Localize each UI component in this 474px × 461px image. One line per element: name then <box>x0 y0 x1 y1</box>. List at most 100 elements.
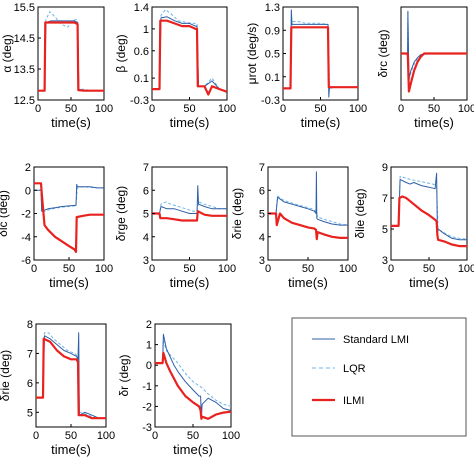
x-axis-label: time(s) <box>301 115 341 130</box>
x-tick-label: 50 <box>314 103 326 115</box>
y-axis-label: α (deg) <box>0 34 14 72</box>
x-tick-label: 50 <box>428 103 440 115</box>
y-tick-label: -2 <box>21 209 31 221</box>
x-tick-label: 0 <box>280 103 286 115</box>
y-tick-label: -1 <box>142 381 152 393</box>
plot-frame <box>33 166 105 261</box>
x-tick-label: 50 <box>183 103 195 115</box>
x-tick-label: 100 <box>349 103 367 115</box>
y-tick-label: 6 <box>27 378 33 390</box>
y-tick-label: 1 <box>143 24 149 36</box>
series-line-ilmi <box>34 182 104 253</box>
series-line-lqr <box>268 195 348 226</box>
series-line-ilmi <box>152 210 227 222</box>
series-line-standard-lmi <box>36 332 106 419</box>
y-tick-label: 7 <box>382 193 388 205</box>
y-tick-label: 7 <box>259 162 265 174</box>
x-tick-label: 50 <box>63 263 75 275</box>
y-tick-label: -0.3 <box>130 95 149 107</box>
y-tick-label: 0.1 <box>134 73 149 85</box>
series-group <box>152 185 227 222</box>
panel-delta_rie: 0 50 100 3 4 5 6 7 time(s) δrie (deg) <box>230 162 357 290</box>
x-tick-label: 100 <box>95 103 113 115</box>
y-axis-label: δrc (deg) <box>376 29 390 77</box>
y-tick-label: 1 <box>146 340 152 352</box>
x-axis-label: time(s) <box>170 275 210 290</box>
series-line-standard-lmi <box>155 333 231 420</box>
y-tick-label: 0.5 <box>265 49 280 61</box>
series-line-lqr <box>391 175 467 240</box>
panel-delta_rc: 0 50 100 time(s) δrc (deg) <box>376 6 474 130</box>
y-tick-label: 9 <box>382 162 388 174</box>
y-tick-label: 12.5 <box>14 95 35 107</box>
x-axis-label: time(s) <box>414 115 454 130</box>
y-tick-label: 0 <box>146 360 152 372</box>
x-tick-label: 100 <box>97 430 115 442</box>
y-tick-label: 0 <box>25 185 31 197</box>
panel-delta_rie2: 0 50 100 5 6 7 8 time(s) δrie (deg) <box>0 319 115 457</box>
series-line-standard-lmi <box>268 171 348 226</box>
x-tick-label: 100 <box>339 263 357 275</box>
y-tick-label: 7 <box>143 162 149 174</box>
x-axis-label: time(s) <box>51 115 91 130</box>
plot-frame <box>282 6 359 101</box>
series-line-standard-lmi <box>152 16 227 93</box>
y-axis-label: δrie (deg) <box>0 350 12 401</box>
series-line-lqr <box>152 201 227 214</box>
series-line-lqr <box>38 11 104 92</box>
series-line-standard-lmi <box>152 185 227 214</box>
x-tick-label: 50 <box>65 430 77 442</box>
x-tick-label: 0 <box>388 263 394 275</box>
x-tick-label: 100 <box>222 430 240 442</box>
series-line-standard-lmi <box>391 172 467 241</box>
y-tick-label: 3 <box>259 255 265 267</box>
x-tick-label: 100 <box>95 263 113 275</box>
legend-box <box>291 317 467 437</box>
x-tick-label: 0 <box>31 263 37 275</box>
y-tick-label: 0.9 <box>265 25 280 37</box>
series-line-ilmi <box>391 195 467 248</box>
x-tick-label: 0 <box>152 430 158 442</box>
y-tick-label: 7 <box>27 348 33 360</box>
series-group <box>283 9 358 98</box>
x-tick-label: 100 <box>458 103 474 115</box>
y-tick-label: 8 <box>27 319 33 331</box>
y-axis-label: μrot (deg/s) <box>245 23 259 85</box>
legend-label-lqr: LQR <box>343 363 366 375</box>
series-line-ilmi <box>38 21 104 92</box>
x-tick-label: 0 <box>265 263 271 275</box>
y-tick-label: -2 <box>142 401 152 413</box>
panel-delta_lie: 0 50 100 3 5 7 9 time(s) δlie (deg) <box>353 162 474 290</box>
y-tick-label: -0.3 <box>261 95 280 107</box>
panel-mu_rot: 0 50 100 -0.3 0.1 0.5 0.9 1.3 time(s) μrot (deg/s… <box>245 2 367 130</box>
panel-delta_rge: 0 50 100 3 4 5 6 7 time(s) δrge (deg) <box>114 162 236 290</box>
series-line-ilmi <box>152 19 227 96</box>
series-line-ilmi <box>155 351 231 420</box>
panel-delta_r: 0 50 100 -3 -2 -1 0 1 2 time(s) δr (deg) <box>117 319 240 457</box>
y-tick-label: 0.6 <box>134 46 149 58</box>
series-group <box>155 333 231 420</box>
series-line-lqr <box>152 9 227 93</box>
y-tick-label: 14.5 <box>14 33 35 45</box>
y-tick-label: 5 <box>382 224 388 236</box>
x-tick-label: 50 <box>183 263 195 275</box>
x-tick-label: 50 <box>302 263 314 275</box>
x-tick-label: 50 <box>187 430 199 442</box>
series-line-ilmi <box>36 337 106 420</box>
x-tick-label: 0 <box>33 430 39 442</box>
x-axis-label: time(s) <box>173 442 213 457</box>
x-tick-label: 100 <box>218 103 236 115</box>
y-tick-label: -4 <box>21 232 31 244</box>
y-tick-label: 0.1 <box>265 72 280 84</box>
x-tick-label: 100 <box>218 263 236 275</box>
series-line-ilmi <box>268 212 348 241</box>
y-tick-label: 2 <box>25 162 31 174</box>
series-group <box>38 11 104 92</box>
y-tick-label: -6 <box>21 255 31 267</box>
series-group <box>268 171 348 241</box>
x-axis-label: time(s) <box>49 275 89 290</box>
y-axis-label: β (deg) <box>114 34 128 72</box>
